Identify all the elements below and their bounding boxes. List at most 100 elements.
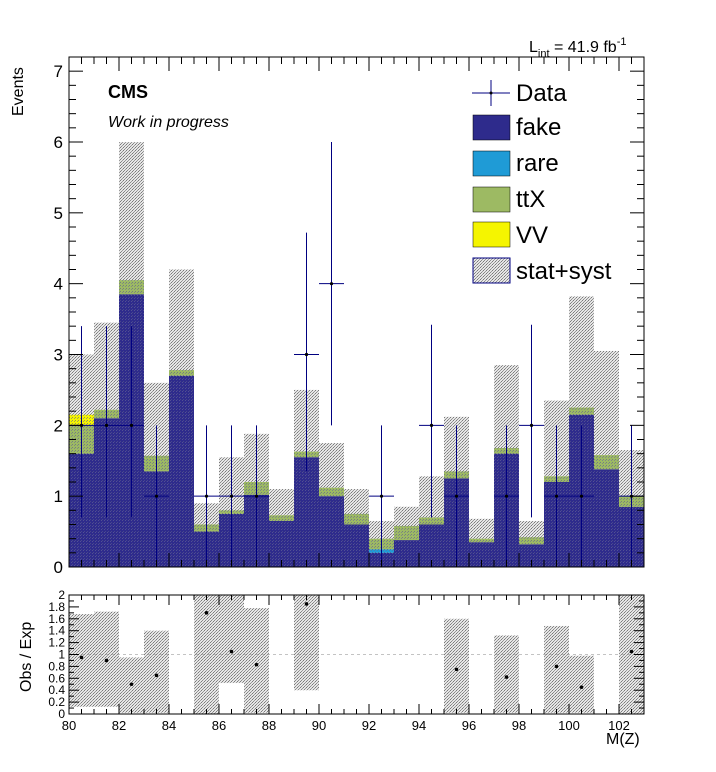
data-point-5 — [219, 425, 244, 567]
x-tick-label-86: 86 — [212, 718, 226, 733]
y-tick-label-4: 4 — [54, 275, 63, 294]
legend-entry-vv: VV — [472, 221, 548, 249]
x-tick-label-82: 82 — [112, 718, 126, 733]
ratio-band-11 — [569, 655, 594, 713]
ratio-band-8 — [444, 618, 469, 713]
stack-overlay-11 — [344, 513, 369, 567]
ratio-point-9 — [504, 675, 509, 679]
luminosity-label: Lint = 41.9 fb-1 — [529, 36, 626, 60]
work-in-progress-label: Work in progress — [108, 114, 229, 131]
ratio-y-tick-label-1.4: 1.4 — [48, 624, 65, 638]
ratio-point-7 — [304, 602, 309, 606]
legend-entry-data: Data — [472, 80, 567, 107]
y-tick-label-2: 2 — [54, 416, 63, 435]
ratio-point-10 — [554, 664, 559, 669]
ratio-point-11 — [579, 685, 584, 690]
x-tick-label-84: 84 — [162, 718, 176, 733]
ratio-y-axis: 00.20.40.60.811.21.41.61.82 — [48, 588, 644, 721]
ratio-y-tick-label-0.4: 0.4 — [48, 683, 65, 697]
y-tick-label-7: 7 — [54, 62, 63, 81]
y-tick-label-5: 5 — [54, 204, 63, 223]
data-point-6 — [244, 425, 269, 567]
ratio-point-4 — [204, 611, 209, 615]
data-point-4 — [194, 425, 219, 567]
data-points — [69, 142, 644, 567]
ratio-band-5 — [219, 595, 244, 684]
ratio-band-10 — [544, 625, 569, 713]
stack-overlay-14 — [419, 517, 444, 567]
svg-text:fake: fake — [516, 114, 561, 141]
stack-overlay-8 — [269, 515, 294, 567]
stack-overlay-4 — [169, 370, 194, 567]
x-tick-label-90: 90 — [312, 718, 326, 733]
data-point-15 — [569, 425, 594, 567]
main-panel: 0 1 2 3 4 5 6 7 — [54, 56, 645, 577]
stack-overlay-10 — [319, 487, 344, 567]
ratio-y-tick-label-1.6: 1.6 — [48, 612, 65, 626]
ratio-point-1 — [104, 658, 109, 663]
ratio-panel: 00.20.40.60.811.21.41.61.82 80 82 84 86 88 90… — [48, 588, 645, 733]
main-x-ticks — [68, 57, 645, 567]
x-tick-label-100: 100 — [558, 718, 580, 733]
ratio-point-8 — [454, 667, 459, 672]
ratio-point-6 — [254, 662, 259, 667]
x-tick-label-102: 102 — [608, 718, 630, 733]
ratio-y-tick-label-1.8: 1.8 — [48, 600, 65, 614]
ratio-band-7 — [294, 595, 319, 691]
data-point-1 — [94, 326, 119, 518]
ratio-x-axis: 80 82 84 86 88 90 92 94 96 98 100 102 — [62, 595, 645, 733]
ratio-points — [79, 602, 634, 690]
ratio-point-5 — [229, 649, 234, 654]
data-point-7 — [294, 232, 319, 472]
ratio-y-tick-label-0.6: 0.6 — [48, 671, 65, 685]
y-tick-label-6: 6 — [54, 133, 63, 152]
y-tick-label-3: 3 — [54, 346, 63, 365]
x-tick-label-88: 88 — [262, 718, 276, 733]
data-point-13 — [519, 324, 544, 518]
ratio-point-0 — [79, 655, 84, 660]
svg-text:VV: VV — [516, 222, 548, 249]
ratio-y-tick-label-1.2: 1.2 — [48, 636, 65, 650]
data-point-3 — [144, 425, 169, 567]
y-tick-label-1: 1 — [54, 487, 63, 506]
svg-text:Data: Data — [516, 80, 567, 107]
data-point-11 — [444, 425, 469, 567]
ratio-uncertainty-bands — [69, 595, 644, 714]
main-y-axis: 0 1 2 3 4 5 6 7 — [54, 62, 644, 577]
data-point-12 — [494, 425, 519, 567]
svg-text:rare: rare — [516, 150, 559, 177]
legend: Data fake rare ttX VV stat+syst — [472, 80, 612, 285]
ratio-y-tick-label-0.2: 0.2 — [48, 695, 65, 709]
legend-entry-ttx: ttX — [472, 186, 545, 213]
x-tick-label-94: 94 — [412, 718, 426, 733]
ratio-band-9 — [494, 635, 519, 713]
svg-text:stat+syst: stat+syst — [516, 258, 612, 285]
ratio-band-3 — [144, 630, 169, 713]
ratio-y-tick-label-0.8: 0.8 — [48, 659, 65, 673]
legend-entry-stat-syst: stat+syst — [472, 257, 612, 285]
cms-label: CMS — [108, 82, 148, 102]
data-point-8 — [319, 142, 344, 426]
svg-text:ttX: ttX — [516, 186, 545, 213]
x-tick-label-92: 92 — [362, 718, 376, 733]
ratio-point-2 — [129, 682, 134, 687]
legend-entry-rare: rare — [472, 150, 559, 177]
mz-axis-title: M(Z) — [606, 731, 640, 748]
ratio-y-tick-label-0: 0 — [58, 707, 65, 721]
data-point-9 — [369, 425, 394, 567]
ratio-y-tick-label-1: 1 — [58, 648, 65, 662]
events-axis-title: Events — [10, 67, 27, 116]
ratio-y-tick-label-2: 2 — [58, 588, 65, 602]
x-tick-label-98: 98 — [512, 718, 526, 733]
data-point-2 — [119, 326, 144, 518]
data-point-14 — [544, 425, 569, 567]
y-tick-label-0: 0 — [54, 558, 63, 577]
ratio-point-12 — [629, 649, 634, 654]
stack-overlay-21 — [594, 455, 619, 567]
x-tick-label-96: 96 — [462, 718, 476, 733]
ratio-band-6 — [244, 608, 269, 713]
x-tick-label-80: 80 — [62, 718, 76, 733]
data-point-10 — [419, 324, 444, 518]
ratio-point-3 — [154, 673, 159, 678]
